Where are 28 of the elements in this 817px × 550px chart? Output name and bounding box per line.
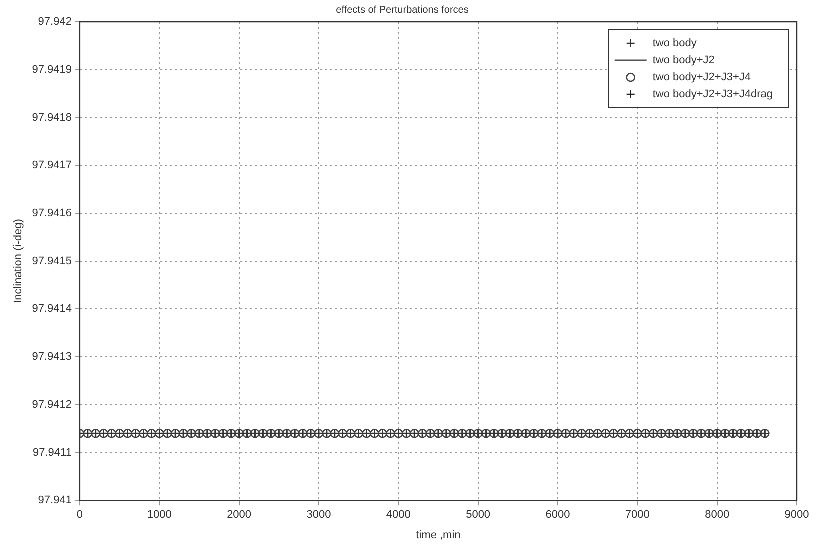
legend-label: two body+J2+J3+J4drag [652, 88, 774, 101]
y-tick-label: 97.9416 [32, 207, 72, 220]
y-tick-label: 97.9418 [32, 112, 72, 124]
x-tick-label: 1000 [147, 509, 172, 522]
x-tick-label: 5000 [466, 509, 491, 522]
x-tick-label: 7000 [625, 509, 650, 522]
y-tick-label: 97.942 [38, 16, 72, 28]
x-tick-label: 3000 [306, 509, 332, 522]
y-tick-label: 97.9419 [32, 64, 72, 76]
y-tick-label: 97.9413 [32, 351, 72, 364]
x-tick-label: 8000 [705, 509, 730, 522]
x-axis-title: time ,min [416, 529, 461, 542]
x-tick-label: 4000 [386, 509, 411, 522]
x-tick-label: 6000 [546, 509, 570, 522]
legend-label: two body+J2 [652, 54, 715, 67]
x-tick-label: 0 [76, 509, 84, 522]
y-tick-label: 97.9415 [32, 255, 72, 268]
x-tick-label: 2000 [227, 509, 252, 522]
x-tick-label: 9000 [784, 509, 810, 522]
y-tick-label: 97.9411 [33, 446, 72, 459]
y-tick-label: 97.9414 [32, 303, 72, 316]
legend-label: two body+J2+J3+J4 [652, 72, 751, 84]
y-tick-label: 97.941 [38, 494, 72, 507]
y-tick-label: 97.9417 [32, 160, 72, 172]
legend-label: two body [652, 38, 698, 50]
chart-title: effects of Perturbations forces [336, 4, 469, 16]
y-axis-title: Inclination (i-deg) [12, 219, 25, 304]
y-tick-label: 97.9412 [32, 398, 72, 411]
